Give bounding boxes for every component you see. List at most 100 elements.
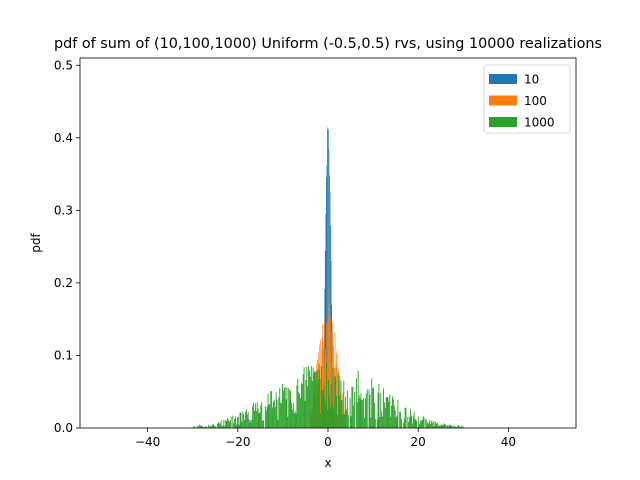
- histogram-bar-1000-285: [463, 426, 465, 428]
- histogram-bar-1000-283: [460, 426, 462, 428]
- histogram-bar-1000-47: [238, 424, 240, 428]
- legend-label-100: 100: [524, 94, 547, 108]
- histogram-bar-1000-122: [307, 386, 309, 428]
- histogram-bar-1000-177: [358, 395, 360, 428]
- x-tick-label: 20: [411, 435, 426, 449]
- histogram-bar-1000-80: [269, 404, 271, 428]
- histogram-bar-1000-173: [354, 391, 356, 428]
- x-axis-label: x: [324, 456, 331, 470]
- x-tick-label: 0: [324, 435, 332, 449]
- histogram-bar-1000-76: [265, 410, 267, 428]
- histogram-bar-1000-64: [254, 410, 255, 428]
- histogram-bar-1000-166: [346, 390, 348, 428]
- histogram-bar-1000-158: [339, 380, 341, 428]
- histogram-bar-1000-151: [333, 409, 335, 428]
- histogram-bar-100-34: [326, 321, 328, 428]
- histogram-bar-1000-133: [317, 369, 319, 428]
- histogram-bar-100-40: [329, 355, 331, 428]
- histogram-bar-1000-282: [459, 427, 461, 428]
- histogram-bar-1000-252: [432, 420, 434, 428]
- legend-swatch-1000: [489, 117, 517, 127]
- histogram-bar-1000-17: [209, 425, 211, 428]
- histogram-bar-1000-8: [200, 425, 202, 428]
- histogram-bar-1000-102: [289, 389, 291, 428]
- histogram-bar-1000-121: [306, 366, 308, 428]
- histogram-bar-1000-169: [350, 416, 352, 428]
- histogram-bar-1000-276: [454, 425, 456, 428]
- histogram-bar-1000-74: [263, 420, 264, 428]
- histogram-bar-1000-94: [282, 383, 283, 428]
- histogram-bar-1000-25: [217, 422, 219, 428]
- histogram-bar-1000-59: [249, 422, 251, 428]
- histogram-bar-100-55: [337, 372, 338, 428]
- histogram-bar-1000-145: [328, 380, 329, 428]
- histogram-bar-10-11: [327, 127, 329, 429]
- y-axis-label: pdf: [29, 233, 43, 253]
- histogram-bar-100-41: [330, 316, 331, 428]
- histogram-bar-100-47: [333, 346, 334, 428]
- histogram-bar-1000-126: [310, 366, 312, 428]
- histogram-bar-1000-238: [419, 424, 420, 428]
- histogram-bar-100-65: [342, 400, 343, 428]
- histogram-bar-1000-55: [245, 409, 247, 428]
- histogram-bar-1000-233: [413, 411, 415, 428]
- histogram-bar-1000-39: [230, 416, 232, 428]
- histogram-bar-1000-199: [380, 392, 382, 428]
- histogram-bar-1000-138: [321, 389, 323, 428]
- histogram-bar-1000-277: [455, 426, 457, 428]
- histogram-bar-1000-220: [400, 411, 402, 428]
- histogram-bar-1000-180: [361, 400, 363, 428]
- histogram-bar-1000-210: [390, 416, 392, 428]
- histogram-bar-1000-118: [303, 367, 305, 428]
- histogram-bar-100-24: [321, 337, 323, 428]
- histogram-bar-1000-86: [274, 407, 276, 428]
- histogram-bar-1000-280: [457, 425, 459, 428]
- x-tick-label: 40: [501, 435, 516, 449]
- histogram-bar-1000-243: [423, 417, 425, 428]
- legend: 10 100 1000: [483, 64, 571, 134]
- histogram-bar-1000-185: [365, 393, 367, 428]
- histogram-bar-1000-235: [415, 419, 417, 428]
- histogram-bar-1000-13: [205, 426, 207, 428]
- histogram-bar-1000-5: [198, 426, 200, 428]
- histogram-bar-1000-191: [372, 388, 374, 428]
- histogram-bar-1000-153: [335, 376, 337, 428]
- histogram-bar-1000-152: [334, 375, 336, 428]
- histogram-bar-1000-134: [318, 379, 319, 428]
- histogram-bar-100-48: [333, 368, 335, 428]
- histogram-bar-100-30: [324, 353, 326, 428]
- histogram-bar-1000-7: [199, 425, 201, 428]
- histogram-bar-1000-281: [458, 425, 460, 428]
- histogram-bar-1000-209: [389, 394, 391, 428]
- histogram-bar-1000-230: [410, 415, 412, 428]
- histogram-bar-1000-28: [220, 420, 222, 428]
- histogram-bar-1000-284: [461, 425, 463, 428]
- histogram-bar-1000-246: [427, 423, 429, 428]
- histogram-bar-10-17: [330, 261, 332, 428]
- histogram-bar-1000-269: [447, 426, 449, 428]
- histogram-bar-1000-62: [252, 405, 254, 428]
- histogram-bar-1000-51: [242, 411, 244, 428]
- histogram-bar-10-15: [329, 192, 331, 428]
- y-tick-label: 0.5: [54, 58, 73, 72]
- histogram-bar-10-8: [326, 177, 327, 428]
- histogram-bar-1000-216: [395, 417, 397, 428]
- histogram-bar-10-7: [325, 213, 327, 428]
- histogram-bar-1000-68: [257, 408, 259, 428]
- histogram-bar-1000-161: [342, 414, 344, 428]
- histogram-bar-1000-111: [297, 378, 299, 428]
- chart-title: pdf of sum of (10,100,1000) Uniform (-0.…: [54, 36, 602, 52]
- histogram-bar-1000-146: [328, 396, 330, 428]
- histogram-bar-1000-71: [260, 405, 262, 428]
- histogram-bar-1000-268: [447, 425, 448, 428]
- histogram-bar-1000-273: [451, 425, 453, 428]
- histogram-bar-1000-1: [193, 426, 195, 428]
- histogram-bar-1000-44: [236, 424, 237, 428]
- histogram-bar-1000-234: [414, 419, 416, 428]
- histogram-bar-1000-9: [201, 425, 203, 428]
- histogram-bar-1000-240: [420, 419, 422, 428]
- histogram-bar-1000-213: [392, 399, 394, 428]
- histogram-bar-1000-237: [418, 416, 420, 428]
- histogram-bar-1000-135: [318, 370, 320, 428]
- histogram-bar-1000-129: [313, 372, 315, 428]
